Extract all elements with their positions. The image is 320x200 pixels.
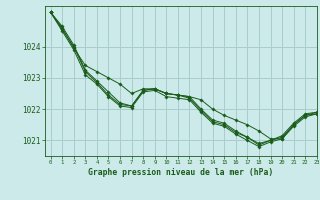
- X-axis label: Graphe pression niveau de la mer (hPa): Graphe pression niveau de la mer (hPa): [88, 168, 273, 177]
